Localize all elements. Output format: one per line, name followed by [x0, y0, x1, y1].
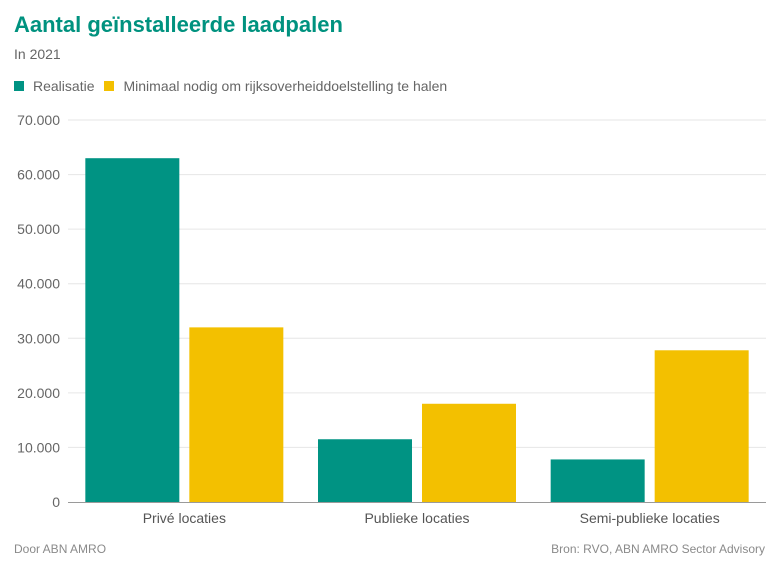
bar	[654, 350, 749, 502]
bar	[318, 439, 412, 502]
bar	[422, 403, 516, 502]
x-tick-label: Publieke locaties	[364, 510, 469, 526]
y-tick-label: 50.000	[17, 221, 60, 237]
legend: Realisatie Minimaal nodig om rijksoverhe…	[14, 78, 457, 94]
y-tick-label: 40.000	[17, 276, 60, 292]
y-tick-label: 30.000	[17, 330, 60, 346]
y-tick-label: 60.000	[17, 167, 60, 183]
bar	[85, 158, 180, 502]
bar	[550, 459, 645, 502]
footer-credit: Door ABN AMRO	[14, 542, 107, 556]
bar	[189, 327, 284, 502]
chart-title: Aantal geïnstalleerde laadpalen	[14, 12, 343, 37]
footer-source: Bron: RVO, ABN AMRO Sector Advisory	[551, 542, 765, 556]
y-tick-label: 10.000	[17, 439, 60, 455]
legend-swatch-minimaal	[104, 81, 115, 91]
chart-subtitle: In 2021	[14, 46, 61, 62]
legend-item-realisatie: Realisatie	[14, 78, 94, 94]
legend-item-minimaal: Minimaal nodig om rijksoverheiddoelstell…	[104, 78, 447, 94]
y-tick-label: 0	[52, 494, 60, 510]
x-tick-label: Semi-publieke locaties	[580, 510, 720, 526]
x-tick-label: Privé locaties	[143, 510, 226, 526]
legend-swatch-realisatie	[14, 81, 24, 91]
legend-label-minimaal: Minimaal nodig om rijksoverheiddoelstell…	[123, 78, 448, 94]
legend-label-realisatie: Realisatie	[33, 78, 95, 94]
y-tick-label: 20.000	[17, 385, 60, 401]
y-tick-label: 70.000	[17, 112, 60, 128]
